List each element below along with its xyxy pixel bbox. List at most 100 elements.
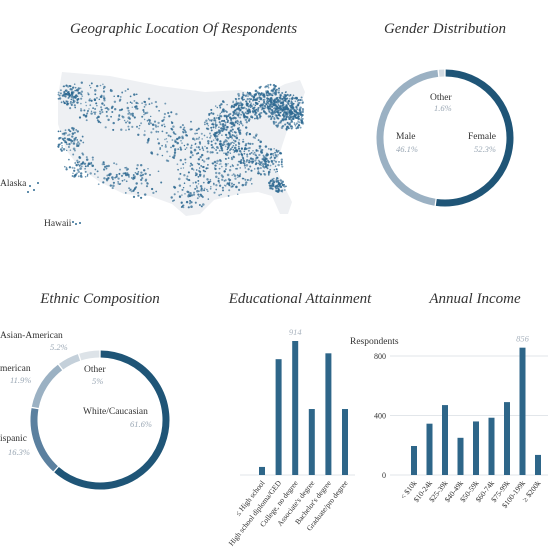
respondent-dot	[213, 147, 216, 150]
respondent-dot	[208, 132, 212, 135]
respondent-dot	[237, 145, 240, 148]
respondent-dot	[237, 114, 240, 117]
respondent-dot	[233, 142, 235, 144]
respondent-dot	[242, 93, 244, 96]
respondent-dot	[246, 104, 249, 107]
respondent-dot	[280, 163, 283, 166]
respondent-dot	[288, 123, 290, 125]
respondent-dot	[282, 185, 285, 188]
respondent-dot	[257, 92, 260, 95]
respondent-dot	[244, 147, 247, 151]
respondent-dot	[282, 96, 285, 99]
respondent-dot	[276, 101, 279, 104]
respondent-dot	[258, 86, 262, 89]
respondent-dot	[273, 118, 276, 121]
respondent-dot	[242, 92, 244, 94]
respondent-dot	[225, 116, 228, 119]
respondent-dot	[216, 106, 219, 109]
respondent-dot	[263, 158, 266, 161]
respondent-dot	[226, 115, 229, 118]
respondent-dot	[250, 157, 253, 160]
respondent-dot	[251, 95, 254, 98]
respondent-dot	[276, 99, 280, 102]
respondent-dot	[278, 87, 280, 90]
respondent-dot	[212, 126, 215, 129]
respondent-dot	[232, 101, 234, 104]
respondent-dot	[204, 145, 206, 148]
respondent-dot	[248, 146, 251, 150]
respondent-dot	[222, 125, 225, 128]
respondent-dot	[299, 109, 301, 112]
respondent-dot	[264, 112, 268, 115]
respondent-dot	[245, 108, 247, 110]
respondent-dot	[269, 148, 273, 151]
respondent-dot	[286, 93, 289, 96]
respondent-dot	[285, 104, 288, 107]
respondent-dot	[243, 106, 246, 109]
respondent-dot	[256, 167, 260, 170]
respondent-dot	[236, 108, 238, 110]
respondent-dot	[243, 150, 246, 153]
respondent-dot	[250, 151, 253, 154]
respondent-dot	[290, 97, 293, 100]
respondent-dot	[265, 91, 268, 94]
respondent-dot	[223, 143, 226, 146]
respondent-dot	[215, 135, 219, 138]
respondent-dot	[219, 143, 222, 146]
respondent-dot	[229, 152, 232, 154]
respondent-dot	[237, 141, 240, 144]
respondent-dot	[256, 102, 259, 105]
income-peak-label: 856	[516, 334, 530, 344]
respondent-dot	[234, 109, 236, 112]
respondent-dot	[211, 146, 214, 149]
respondent-dot	[212, 122, 215, 125]
respondent-dot	[232, 148, 235, 151]
respondent-dot	[281, 98, 284, 101]
respondent-dot	[244, 94, 248, 97]
respondent-dot	[255, 94, 258, 96]
respondent-dot	[267, 161, 270, 164]
respondent-dot	[282, 95, 284, 97]
respondent-dot	[261, 106, 264, 110]
respondent-dot	[267, 174, 270, 176]
respondent-dot	[245, 143, 248, 145]
respondent-dot	[269, 107, 272, 110]
respondent-dot	[274, 151, 277, 154]
respondent-dot	[221, 149, 224, 152]
respondent-dot	[252, 153, 255, 155]
respondent-dot	[226, 126, 229, 129]
respondent-dot	[218, 121, 221, 124]
respondent-dot	[253, 151, 256, 154]
respondent-dot	[280, 158, 283, 161]
respondent-dot	[282, 108, 285, 111]
respondent-dot	[285, 91, 287, 93]
respondent-dot	[263, 104, 267, 108]
respondent-dot	[232, 111, 235, 114]
respondent-dot	[277, 163, 280, 167]
respondent-dot	[284, 123, 287, 126]
respondent-dot	[223, 114, 226, 118]
respondent-dot	[279, 97, 282, 100]
respondent-dot	[297, 120, 299, 122]
respondent-dot	[290, 120, 294, 123]
respondent-dot	[197, 146, 200, 149]
respondent-dot	[259, 173, 263, 176]
respondent-dot	[291, 106, 295, 109]
respondent-dot	[210, 129, 213, 132]
respondent-dot	[203, 134, 206, 137]
respondent-dot	[295, 105, 298, 108]
respondent-dot	[281, 118, 284, 121]
respondent-dot	[292, 117, 295, 121]
respondent-dot	[276, 170, 279, 173]
respondent-dot	[234, 140, 237, 143]
respondent-dot	[266, 101, 269, 104]
respondent-dot	[268, 181, 271, 185]
respondent-dot	[272, 122, 276, 125]
respondent-dot	[259, 112, 262, 115]
respondent-dot	[205, 119, 208, 122]
respondent-dot	[249, 106, 252, 109]
respondent-dot	[240, 158, 243, 162]
respondent-dot	[257, 172, 260, 175]
respondent-dot	[222, 142, 225, 144]
respondent-dot	[260, 106, 262, 109]
